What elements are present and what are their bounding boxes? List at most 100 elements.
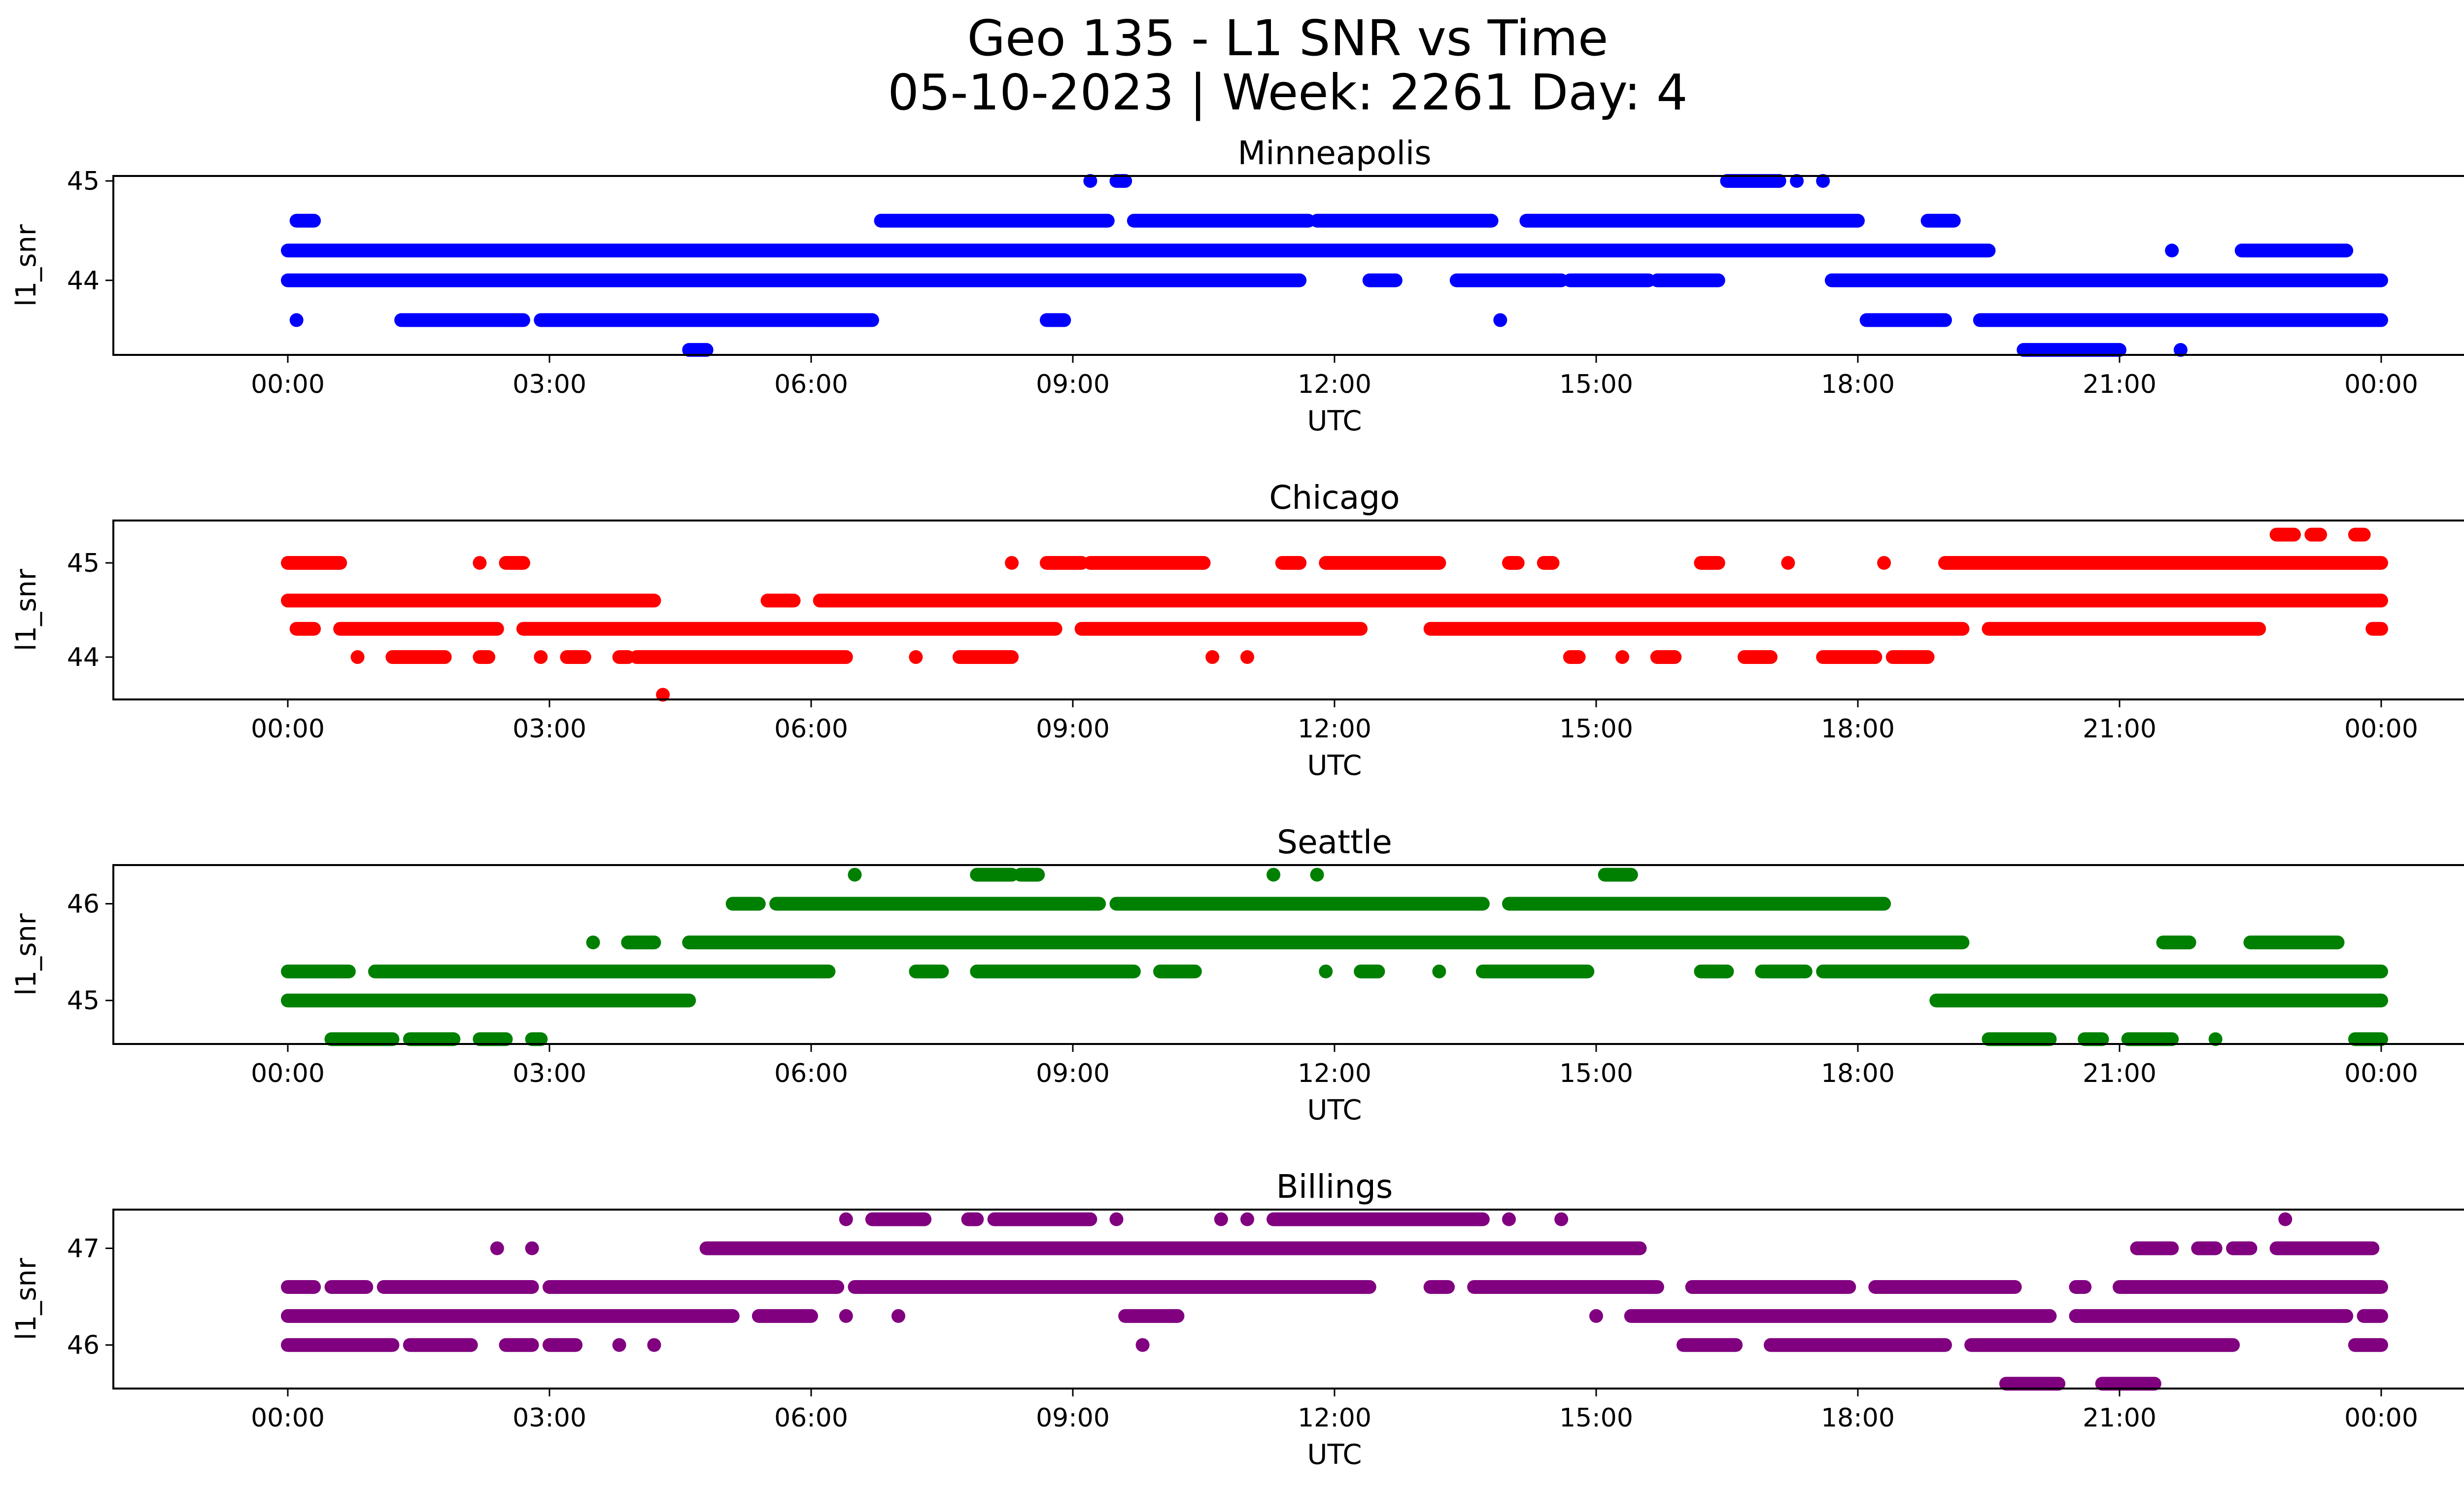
data-point [1083, 174, 1097, 188]
x-tick-label: 15:00 [1559, 370, 1633, 399]
data-point [647, 1338, 661, 1352]
subplot-title: Minneapolis [1237, 134, 1431, 172]
x-axis-label: UTC [1307, 1439, 1362, 1471]
data-points [281, 868, 2388, 1046]
x-tick-label: 00:00 [251, 370, 325, 399]
data-point [2278, 1212, 2293, 1226]
x-tick-label: 12:00 [1298, 1059, 1371, 1088]
x-tick-label: 03:00 [513, 714, 586, 744]
data-point [2165, 243, 2179, 258]
subplot-title: Chicago [1269, 479, 1400, 517]
data-point [1816, 174, 1830, 188]
x-tick-label: 12:00 [1298, 370, 1371, 399]
x-axis-label: UTC [1307, 1094, 1362, 1126]
data-points [281, 1212, 2388, 1391]
data-point [1266, 868, 1281, 882]
data-point [1493, 313, 1507, 327]
subplot-chicago: Chicago 00:00 03:00 06:00 09:00 12:00 15:00 18:… [10, 479, 2464, 782]
data-point [1214, 1212, 1228, 1226]
x-tick-label: 03:00 [513, 1059, 586, 1088]
subplot-panels: Minneapolis 00:00 03:00 06:00 09:00 12:00 15:0… [10, 134, 2464, 1471]
data-point [1877, 556, 1891, 570]
data-points [281, 174, 2388, 357]
y-tick-label: 45 [67, 167, 100, 196]
axes-frame [112, 864, 2464, 1045]
data-point [1310, 868, 1324, 882]
data-point [1205, 650, 1220, 664]
data-point [2208, 1032, 2223, 1046]
x-tick-label: 21:00 [2083, 1403, 2156, 1433]
data-point [1502, 1212, 1516, 1226]
x-tick-label: 21:00 [2083, 1059, 2156, 1088]
x-tick-label: 09:00 [1036, 1059, 1110, 1088]
y-tick-label: 44 [67, 643, 100, 672]
x-tick-label: 00:00 [2344, 1059, 2418, 1088]
axes-frame [112, 175, 2464, 356]
x-tick-label: 18:00 [1821, 370, 1895, 399]
x-tick-label: 09:00 [1036, 1403, 1110, 1433]
x-tick-label: 00:00 [2344, 370, 2418, 399]
x-tick-label: 06:00 [774, 1403, 848, 1433]
data-point [839, 1309, 853, 1323]
y-tick-label: 44 [67, 266, 100, 296]
data-point [534, 650, 548, 664]
x-tick-label: 09:00 [1036, 370, 1110, 399]
x-tick-label: 09:00 [1036, 714, 1110, 744]
x-tick-label: 15:00 [1559, 1059, 1633, 1088]
data-point [891, 1309, 905, 1323]
x-tick-label: 00:00 [251, 1403, 325, 1433]
x-tick-label: 00:00 [251, 714, 325, 744]
data-point [1432, 964, 1446, 978]
data-point [1554, 1212, 1569, 1226]
x-tick-label: 18:00 [1821, 1059, 1895, 1088]
y-axis-label: l1_snr [10, 224, 42, 307]
data-point [490, 1241, 504, 1255]
x-tick-label: 15:00 [1559, 714, 1633, 744]
data-point [839, 1212, 853, 1226]
data-point [656, 688, 670, 702]
subplot-seattle: Seattle 00:00 03:00 06:00 09:00 12:00 15:00 18:… [10, 823, 2464, 1126]
y-axis-label: l1_snr [10, 1257, 42, 1340]
data-point [909, 650, 923, 664]
y-axis-label: l1_snr [10, 568, 42, 651]
axes-frame [112, 1209, 2464, 1390]
x-tick-label: 18:00 [1821, 714, 1895, 744]
y-tick-label: 46 [67, 1331, 100, 1360]
x-tick-label: 00:00 [251, 1059, 325, 1088]
data-point [289, 313, 304, 327]
data-point [2173, 343, 2188, 357]
data-point [350, 650, 365, 664]
y-tick-label: 46 [67, 889, 100, 919]
data-point [1790, 174, 1804, 188]
x-tick-label: 06:00 [774, 1059, 848, 1088]
x-tick-label: 15:00 [1559, 1403, 1633, 1433]
data-point [1589, 1309, 1603, 1323]
y-tick-label: 45 [67, 549, 100, 578]
data-point [1005, 556, 1019, 570]
data-point [1109, 1212, 1124, 1226]
data-point [1240, 650, 1254, 664]
x-tick-label: 00:00 [2344, 1403, 2418, 1433]
x-tick-label: 21:00 [2083, 714, 2156, 744]
x-tick-label: 06:00 [774, 714, 848, 744]
data-point [1240, 1212, 1254, 1226]
data-point [612, 1338, 626, 1352]
x-tick-label: 12:00 [1298, 1403, 1371, 1433]
data-point [1135, 1338, 1150, 1352]
data-point [848, 868, 862, 882]
data-point [525, 1241, 539, 1255]
data-point [1319, 964, 1333, 978]
y-axis-label: l1_snr [10, 913, 42, 996]
figure-title-line2: 05-10-2023 | Week: 2261 Day: 4 [888, 64, 1687, 121]
data-point [1615, 650, 1630, 664]
x-axis-label: UTC [1307, 750, 1362, 782]
y-tick-label: 47 [67, 1234, 100, 1263]
x-tick-label: 12:00 [1298, 714, 1371, 744]
axes-frame [112, 520, 2464, 700]
data-point [586, 935, 600, 949]
data-point [473, 556, 487, 570]
subplot-title: Seattle [1277, 823, 1392, 861]
x-tick-label: 18:00 [1821, 1403, 1895, 1433]
data-points [281, 527, 2388, 702]
